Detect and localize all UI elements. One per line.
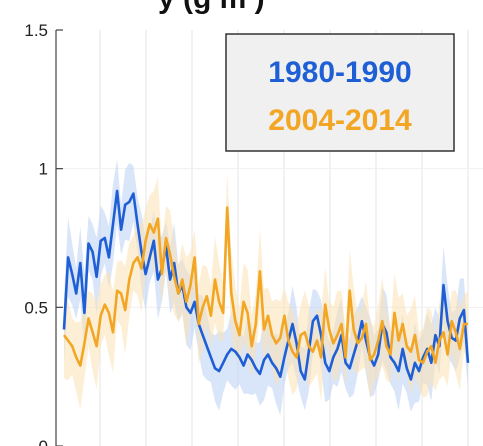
legend: 1980-1990 2004-2014 bbox=[225, 33, 455, 152]
y-axis-ticks: 1.5 1 0.5 0 bbox=[24, 21, 63, 446]
y-tick-label: 0.5 bbox=[24, 298, 48, 317]
confidence-bands bbox=[64, 159, 468, 416]
chart-title-fragment: y (g m ) bbox=[158, 0, 265, 15]
y-tick-label: 1.5 bbox=[24, 21, 48, 40]
legend-box bbox=[225, 33, 455, 152]
legend-label-2004-2014: 2004-2014 bbox=[268, 104, 412, 137]
confidence-band-2004-2014 bbox=[64, 172, 468, 410]
series-line-2004-2014 bbox=[62, 206, 468, 367]
series-lines bbox=[62, 189, 470, 381]
y-tick-label: 1 bbox=[39, 160, 48, 179]
series-line-1980-1990 bbox=[62, 189, 470, 381]
y-tick-label: 0 bbox=[39, 437, 48, 446]
legend-label-1980-1990: 1980-1990 bbox=[268, 56, 411, 89]
